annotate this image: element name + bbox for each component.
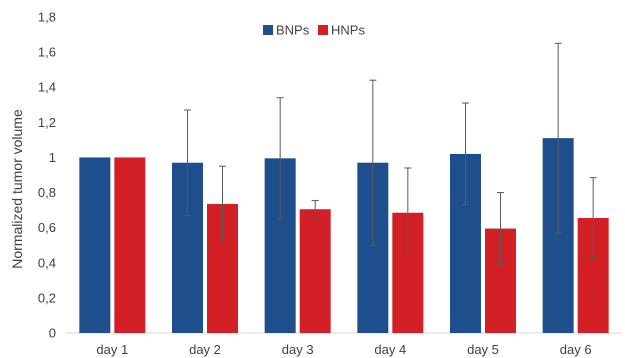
y-tick-label: 1,2	[38, 115, 56, 130]
error-bar-hnps-day-5	[497, 192, 504, 266]
legend: BNPs HNPs	[263, 23, 365, 38]
bars-group	[79, 138, 609, 333]
x-tick-label: day 4	[374, 342, 406, 357]
y-tick-label: 0,4	[38, 255, 56, 270]
error-bar-bnps-day-3	[276, 97, 284, 220]
error-bar-hnps-day-2	[219, 165, 226, 243]
y-tick-label: 1	[49, 150, 56, 165]
error-bar-bnps-day-2	[184, 109, 191, 216]
y-tick-label: 0,6	[38, 220, 56, 235]
legend-label-hnps: HNPs	[331, 23, 365, 38]
bar-hnps-day-3	[299, 209, 331, 333]
y-tick-label: 0	[49, 326, 56, 341]
bar-hnps-day-1	[114, 157, 146, 333]
x-tick-label: day 1	[96, 342, 128, 357]
error-bar-bnps-day-4	[369, 79, 377, 246]
legend-swatch-bnps	[263, 25, 273, 35]
y-tick-label: 1,8	[38, 10, 56, 25]
error-bar-bnps-day-6	[554, 42, 562, 234]
legend-swatch-hnps	[318, 25, 328, 35]
x-tick-label: day 6	[560, 342, 592, 357]
y-tick-label: 1,4	[38, 80, 56, 95]
y-tick-label: 0,8	[38, 185, 56, 200]
error-bars-group	[184, 42, 597, 266]
y-axis-title: Normalized tumor volume	[9, 109, 25, 269]
y-axis-tick-labels: 0 0,2 0,4 0,6 0,8 1 1,2 1,4 1,6 1,8	[38, 10, 56, 341]
y-tick-label: 0,2	[38, 290, 56, 305]
error-bar-hnps-day-3	[311, 199, 319, 219]
legend-label-bnps: BNPs	[276, 23, 310, 38]
bar-bnps-day-1	[79, 157, 111, 333]
x-tick-label: day 5	[467, 342, 499, 357]
x-tick-label: day 2	[189, 342, 221, 357]
error-bar-hnps-day-4	[404, 167, 412, 259]
x-axis-tick-labels: day 1 day 2 day 3 day 4 day 5 day 6	[96, 342, 591, 357]
x-tick-label: day 3	[282, 342, 314, 357]
error-bar-hnps-day-6	[589, 177, 597, 259]
y-tick-label: 1,6	[38, 45, 56, 60]
error-bar-bnps-day-5	[462, 102, 469, 206]
